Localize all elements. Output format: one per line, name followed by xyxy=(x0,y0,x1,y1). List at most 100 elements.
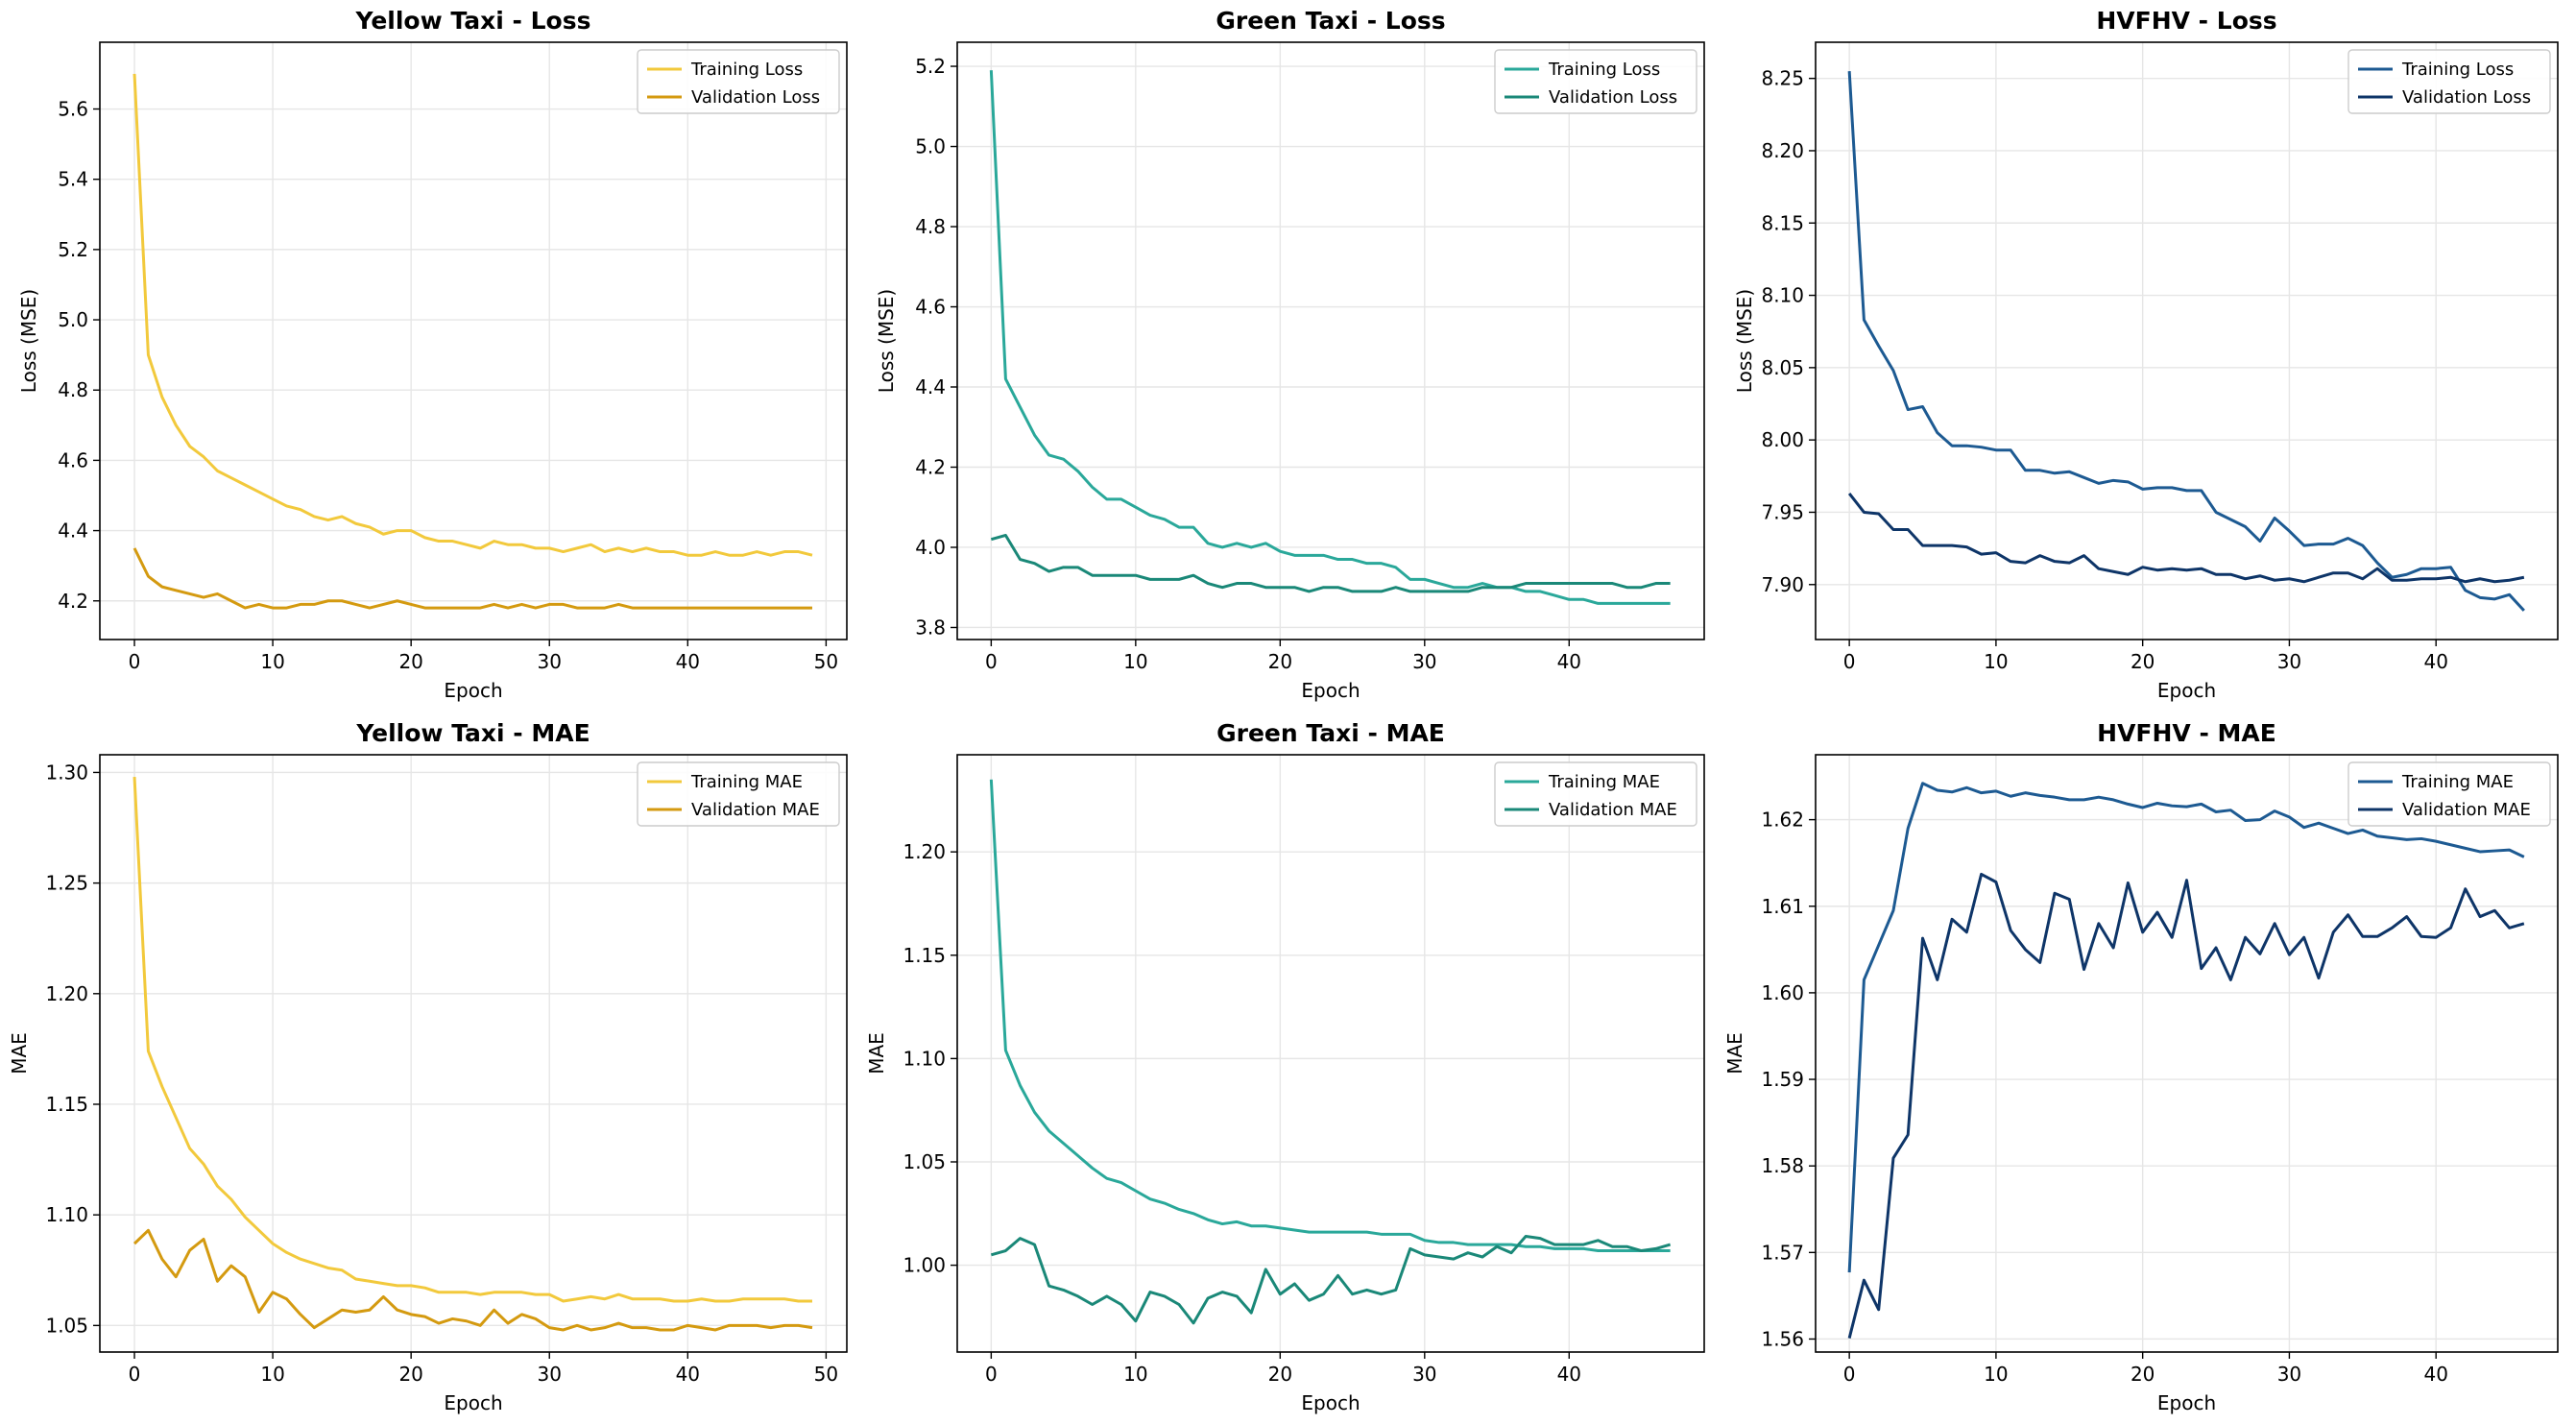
y-axis-label: MAE xyxy=(1723,1032,1746,1075)
x-tick-label: 20 xyxy=(1268,1363,1292,1386)
legend-box xyxy=(2347,761,2551,827)
x-tick-label: 40 xyxy=(2423,1363,2447,1386)
legend: Training Loss Validation Loss xyxy=(1494,49,1697,114)
y-tick-label: 4.2 xyxy=(915,455,946,478)
y-tick-label: 8.15 xyxy=(1761,211,1804,234)
y-tick-label: 1.60 xyxy=(1761,981,1804,1004)
plot-frame xyxy=(1815,754,2559,1353)
x-axis-label: Epoch xyxy=(444,1391,502,1414)
y-tick-label: 1.20 xyxy=(903,840,946,863)
y-tick-label: 5.2 xyxy=(915,55,946,78)
x-tick-label: 0 xyxy=(985,650,998,673)
plot-frame xyxy=(1815,41,2559,640)
y-tick-label: 8.05 xyxy=(1761,356,1804,379)
y-tick-label: 4.2 xyxy=(58,590,88,613)
legend-entry: Training Loss xyxy=(2401,60,2514,80)
subplot-green-mae: 0 10 20 30 40 1.00 1.05 1.10 1.15 1.20 Green Taxi … xyxy=(865,719,1705,1414)
y-tick-label: 1.56 xyxy=(1761,1327,1804,1350)
y-tick-label: 5.0 xyxy=(915,135,946,158)
x-axis-label: Epoch xyxy=(1301,679,1360,702)
y-tick-label: 1.05 xyxy=(903,1150,946,1173)
series-line-validation-mae xyxy=(132,1228,813,1332)
y-axis-label: MAE xyxy=(865,1032,888,1075)
subplot-green-loss: 0 10 20 30 40 3.8 4.0 4.2 4.4 4.6 4.8 5.0 5.2 Green T… xyxy=(875,7,1705,702)
x-tick-label: 20 xyxy=(1268,650,1292,673)
chart-title: HVFHV - Loss xyxy=(2096,7,2276,35)
y-tick-label: 8.25 xyxy=(1761,67,1804,90)
y-tick-label: 1.15 xyxy=(45,1093,88,1116)
legend: Training MAE Validation MAE xyxy=(637,761,840,827)
x-tick-label: 10 xyxy=(1984,650,2008,673)
legend-entry: Validation Loss xyxy=(1549,87,1677,108)
x-tick-label: 0 xyxy=(129,650,141,673)
x-tick-label: 10 xyxy=(1984,1363,2008,1386)
x-tick-label: 50 xyxy=(814,1363,838,1386)
plot-frame xyxy=(956,41,1705,640)
x-tick-label: 40 xyxy=(2423,650,2447,673)
series-line-validation-mae xyxy=(990,1234,1672,1325)
y-tick-label: 7.90 xyxy=(1761,573,1804,596)
series-line-training-mae xyxy=(132,776,812,1303)
legend-entry: Validation Loss xyxy=(2402,87,2531,108)
legend-box xyxy=(637,761,840,827)
y-axis-label: Loss (MSE) xyxy=(17,289,40,393)
series-line-training-mae xyxy=(989,779,1671,1253)
series-line-validation-loss xyxy=(132,547,812,610)
chart-title: Green Taxi - Loss xyxy=(1216,7,1445,35)
plot-frame xyxy=(99,754,848,1353)
x-tick-label: 10 xyxy=(1123,650,1147,673)
y-tick-label: 1.00 xyxy=(903,1254,946,1277)
y-tick-label: 1.62 xyxy=(1761,809,1804,832)
chart-title: Green Taxi - MAE xyxy=(1216,719,1445,747)
legend-box xyxy=(1494,761,1697,827)
x-axis-label: Epoch xyxy=(444,679,502,702)
y-axis-label: Loss (MSE) xyxy=(1733,289,1756,393)
x-tick-label: 10 xyxy=(260,1363,284,1386)
legend-entry: Training MAE xyxy=(690,772,803,792)
y-tick-label: 8.00 xyxy=(1761,428,1804,451)
y-tick-label: 4.4 xyxy=(915,375,946,399)
x-tick-label: 0 xyxy=(1843,650,1856,673)
y-tick-label: 1.10 xyxy=(903,1047,946,1070)
series-line-training-mae xyxy=(1847,782,2525,1273)
x-tick-label: 40 xyxy=(676,650,700,673)
y-tick-label: 1.61 xyxy=(1761,895,1804,918)
y-tick-label: 4.4 xyxy=(58,519,88,543)
legend-entry: Validation Loss xyxy=(691,87,820,108)
series-line-training-loss xyxy=(989,70,1671,605)
y-tick-label: 1.15 xyxy=(903,944,946,967)
subplot-grid: 0 10 20 30 40 50 4.2 4.4 4.6 4.8 5.0 5.2 5.4 5.6 Yello… xyxy=(8,7,2559,1414)
x-tick-label: 30 xyxy=(2277,650,2301,673)
y-tick-label: 4.6 xyxy=(915,296,946,319)
chart-title: Yellow Taxi - Loss xyxy=(355,7,591,35)
y-tick-label: 5.2 xyxy=(58,238,88,261)
legend: Training Loss Validation Loss xyxy=(637,49,840,114)
y-tick-label: 4.0 xyxy=(915,536,946,559)
legend: Training MAE Validation MAE xyxy=(2347,761,2551,827)
y-tick-label: 5.4 xyxy=(58,168,88,191)
y-tick-label: 3.8 xyxy=(915,616,946,639)
y-tick-label: 1.59 xyxy=(1761,1068,1804,1091)
legend-box xyxy=(1494,49,1697,114)
subplot-hvfhv-loss: 0 10 20 30 40 7.90 7.95 8.00 8.05 8.10 8.15 8.20 8.2… xyxy=(1733,7,2559,702)
y-tick-label: 8.10 xyxy=(1761,284,1804,307)
y-tick-label: 4.8 xyxy=(915,215,946,238)
y-tick-label: 1.10 xyxy=(45,1203,88,1226)
legend: Training Loss Validation Loss xyxy=(2347,49,2551,114)
legend-entry: Training Loss xyxy=(1548,60,1660,80)
legend-entry: Validation MAE xyxy=(691,800,820,820)
x-tick-label: 30 xyxy=(538,1363,562,1386)
y-tick-label: 8.20 xyxy=(1761,139,1804,162)
x-tick-label: 30 xyxy=(538,650,562,673)
x-tick-label: 10 xyxy=(1123,1363,1147,1386)
x-axis-label: Epoch xyxy=(2157,679,2216,702)
x-tick-label: 40 xyxy=(1557,650,1581,673)
x-tick-label: 0 xyxy=(985,1363,998,1386)
x-tick-label: 10 xyxy=(260,650,284,673)
series-line-training-loss xyxy=(132,73,813,557)
y-tick-label: 4.8 xyxy=(58,378,88,401)
chart-title: HVFHV - MAE xyxy=(2097,719,2276,747)
legend-entry: Training MAE xyxy=(2401,772,2514,792)
legend-entry: Training MAE xyxy=(1548,772,1660,792)
